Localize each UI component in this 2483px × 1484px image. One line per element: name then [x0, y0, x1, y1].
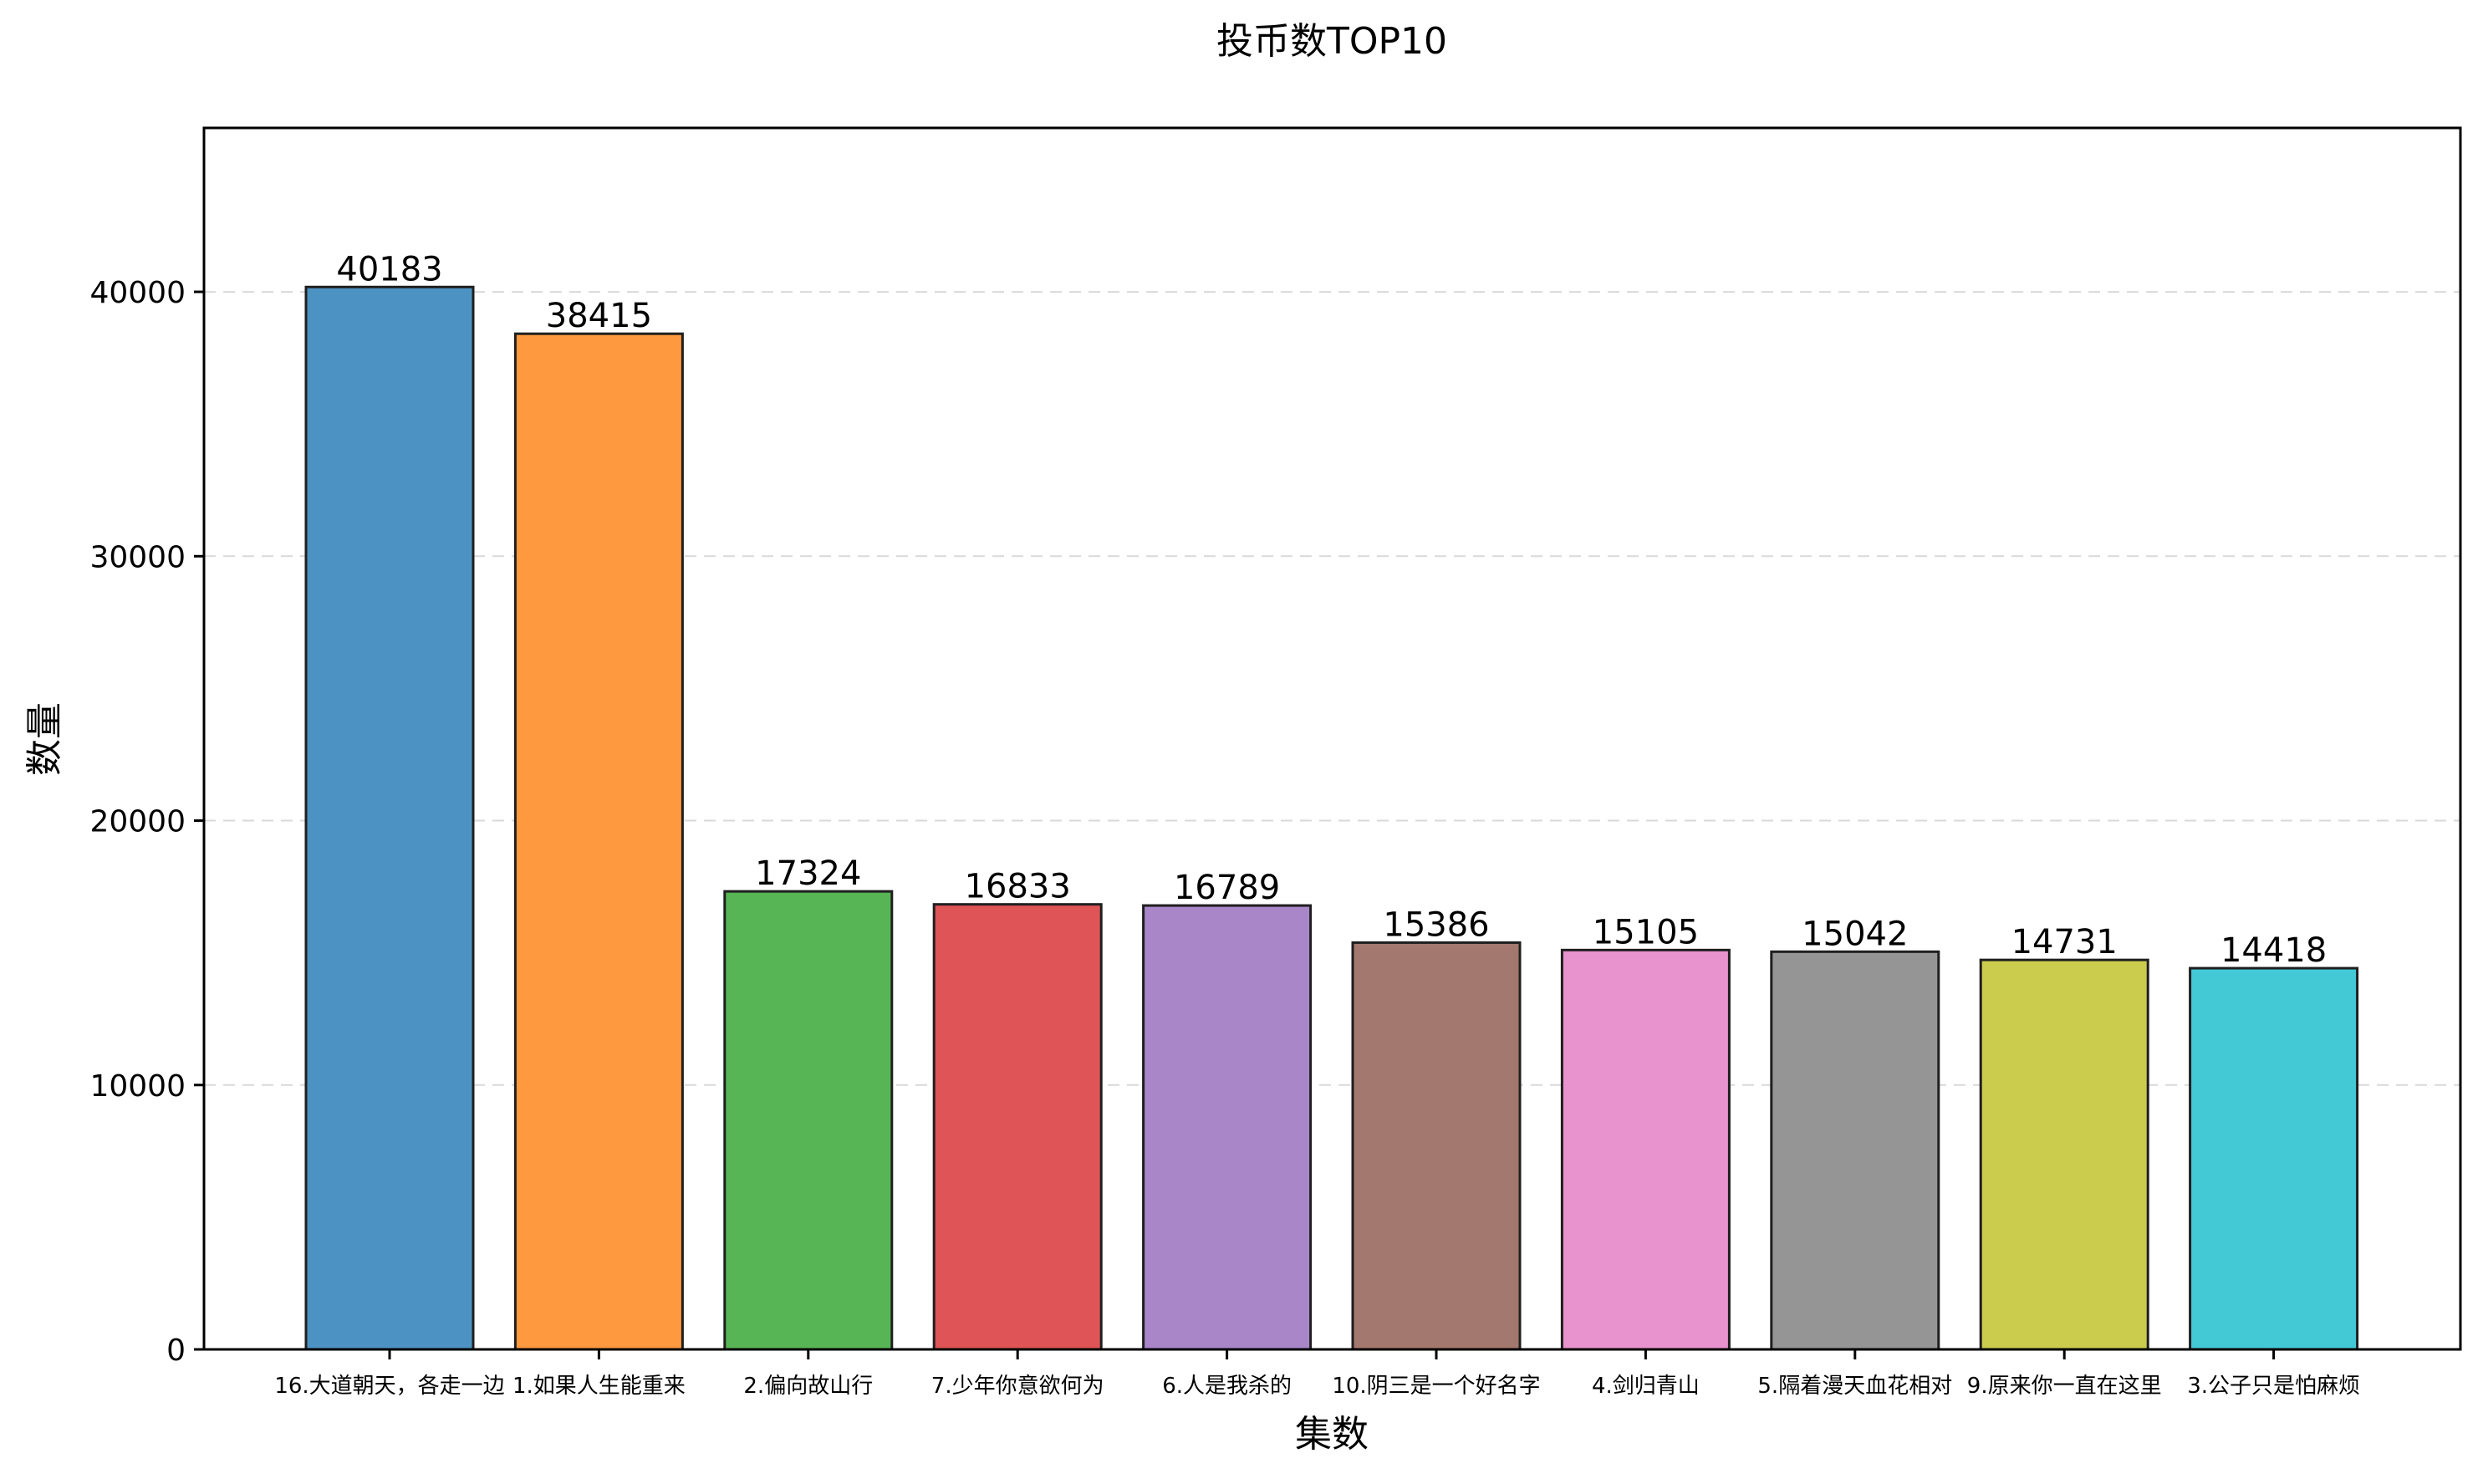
- bar: [932, 903, 1103, 1351]
- x-axis-ticks: 16.大道朝天，各走一边 1.如果人生能重来 2.偏向故山行 7.少年你意欲何为 6.人…: [274, 1349, 2360, 1399]
- x-tick-label: 5.隔着漫天血花相对: [1757, 1374, 1952, 1399]
- y-tick-label: 30000: [89, 540, 186, 574]
- bar-value-label: 16789: [1174, 869, 1280, 907]
- value-labels: 40183 38415 17324 16833 16789 15386 15105 15042…: [336, 250, 2327, 970]
- bar-value-label: 17324: [755, 854, 861, 893]
- bar: [2189, 966, 2359, 1351]
- bar: [1560, 948, 1731, 1351]
- bar-value-label: 14418: [2220, 931, 2327, 970]
- bar: [304, 285, 475, 1351]
- x-tick-label: 9.原来你一直在这里: [1967, 1374, 2162, 1399]
- x-tick-label: 16.大道朝天，各走一边: [274, 1374, 504, 1399]
- bar-value-label: 40183: [336, 250, 442, 288]
- x-tick-label: 2.偏向故山行: [743, 1374, 873, 1399]
- chart-title: 投币数TOP10: [1216, 20, 1447, 63]
- bar-value-label: 15386: [1383, 905, 1489, 944]
- x-tick-label: 10.阴三是一个好名字: [1332, 1374, 1540, 1399]
- x-tick-label: 7.少年你意欲何为: [931, 1374, 1104, 1399]
- x-axis-label: 集数: [1295, 1413, 1369, 1456]
- y-tick-label: 0: [166, 1334, 186, 1368]
- bars: [304, 285, 2359, 1351]
- y-axis-label: 数量: [23, 702, 66, 776]
- bar-value-label: 38415: [546, 297, 652, 335]
- y-tick-label: 10000: [89, 1069, 186, 1104]
- y-tick-label: 40000: [89, 276, 186, 310]
- bar: [1770, 950, 1940, 1351]
- bar-value-label: 15105: [1593, 913, 1699, 951]
- y-axis-ticks: 0 10000 20000 30000 40000: [89, 276, 204, 1368]
- bar-value-label: 15042: [1802, 915, 1908, 953]
- bar: [1142, 904, 1313, 1351]
- bar: [723, 890, 894, 1351]
- bar: [1351, 941, 1522, 1351]
- plot-area-frame: [202, 126, 2462, 1351]
- bar: [1979, 958, 2149, 1351]
- bar-value-label: 14731: [2011, 923, 2118, 961]
- x-tick-label: 3.公子只是怕麻烦: [2187, 1374, 2360, 1399]
- bar: [513, 332, 684, 1351]
- bar-value-label: 16833: [965, 868, 1071, 906]
- x-tick-label: 4.剑归青山: [1592, 1374, 1700, 1399]
- x-tick-label: 1.如果人生能重来: [512, 1374, 686, 1399]
- x-tick-label: 6.人是我杀的: [1162, 1374, 1292, 1399]
- y-tick-label: 20000: [89, 805, 186, 839]
